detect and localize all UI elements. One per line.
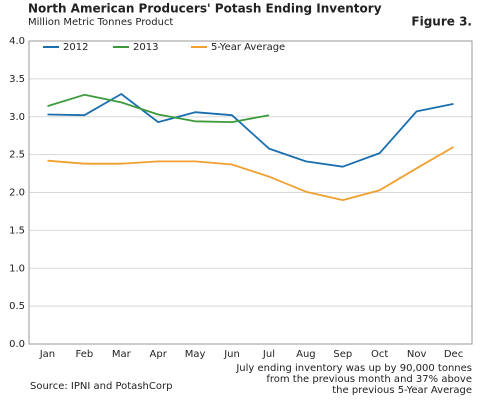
figure-label: Figure 3. xyxy=(411,15,472,29)
legend-label: 5-Year Average xyxy=(211,42,285,53)
x-tick-label: Feb xyxy=(76,349,94,360)
annotation-line: July ending inventory was up by 90,000 t… xyxy=(235,363,472,374)
series-line xyxy=(47,93,270,123)
x-tick-label: Dec xyxy=(444,349,463,360)
chart-title: North American Producers' Potash Ending … xyxy=(28,2,382,16)
y-tick-label: 2.0 xyxy=(9,188,25,199)
y-tick-label: 2.5 xyxy=(9,150,25,161)
x-tick-label: Jun xyxy=(223,349,240,360)
y-tick-label: 1.0 xyxy=(9,263,25,274)
y-tick-label: 1.5 xyxy=(9,225,25,236)
annotation-line: from the previous month and 37% above xyxy=(266,374,472,385)
legend-label: 2012 xyxy=(63,42,88,53)
x-tick-label: Sep xyxy=(333,349,352,360)
annotation-line: the previous 5-Year Average xyxy=(332,385,472,396)
y-tick-label: 4.0 xyxy=(9,36,25,47)
y-tick-label: 0.0 xyxy=(9,339,25,350)
y-tick-label: 3.5 xyxy=(9,74,25,85)
series-line xyxy=(47,146,454,201)
x-tick-label: Jan xyxy=(39,349,55,360)
series-line xyxy=(47,93,454,168)
x-tick-label: Mar xyxy=(112,349,132,360)
x-tick-label: Jul xyxy=(262,349,275,360)
y-tick-label: 3.0 xyxy=(9,112,25,123)
x-tick-label: Aug xyxy=(296,349,316,360)
chart-subtitle: Million Metric Tonnes Product xyxy=(28,17,173,28)
legend-label: 2013 xyxy=(133,42,158,53)
plot-border xyxy=(28,40,473,345)
source: Source: IPNI and PotashCorp xyxy=(30,381,172,392)
x-tick-label: May xyxy=(185,349,206,360)
x-tick-label: Nov xyxy=(407,349,427,360)
x-tick-label: Apr xyxy=(150,349,168,360)
x-tick-label: Oct xyxy=(371,349,388,360)
y-tick-label: 0.5 xyxy=(9,301,25,312)
